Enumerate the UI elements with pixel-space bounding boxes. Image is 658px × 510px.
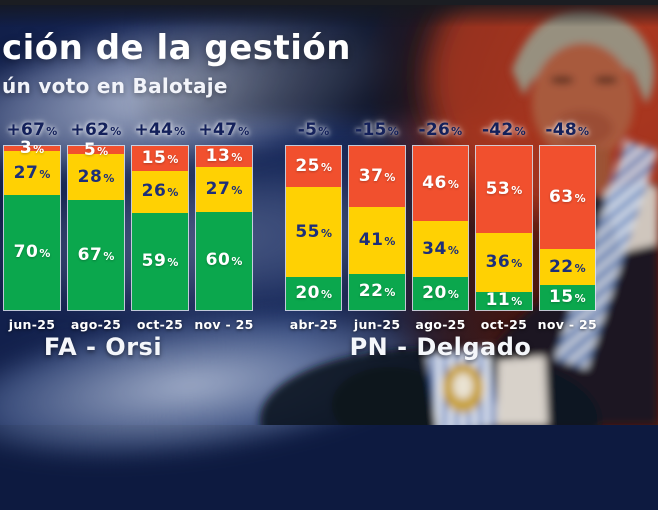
net-approval-label: -15% bbox=[355, 120, 400, 140]
segment-negative: 25% bbox=[286, 146, 342, 187]
value-label: 27% bbox=[13, 162, 51, 183]
value-label: 46% bbox=[422, 173, 459, 194]
segment-neutral: 27% bbox=[4, 150, 60, 196]
segment-positive: 60% bbox=[196, 211, 252, 310]
date-label: nov - 25 bbox=[194, 317, 254, 332]
value-label: 34% bbox=[422, 238, 459, 259]
net-approval-label: +47% bbox=[198, 120, 250, 140]
segment-neutral: 34% bbox=[412, 221, 469, 278]
net-approval-label: +67% bbox=[6, 120, 58, 140]
value-label: 37% bbox=[358, 165, 396, 186]
segment-positive: 20% bbox=[412, 277, 469, 310]
value-label: 67% bbox=[77, 244, 115, 265]
top-dark-band bbox=[0, 0, 658, 5]
value-label: 5% bbox=[83, 139, 109, 160]
segment-negative: 53% bbox=[476, 146, 532, 233]
segment-negative: 3% bbox=[4, 139, 60, 156]
value-label: 60% bbox=[205, 250, 243, 271]
segment-positive: 67% bbox=[68, 200, 124, 310]
top-dark-fade bbox=[0, 5, 658, 27]
page-subtitle: ún voto en Balotaje bbox=[2, 74, 228, 98]
stacked-bar: -26% 46% 34% 20% ago-25 bbox=[411, 122, 470, 332]
stacked-bar: -15% 37% 41% 22% jun-25 bbox=[348, 122, 406, 332]
date-label: jun-25 bbox=[353, 317, 401, 332]
date-label: ago-25 bbox=[70, 317, 122, 332]
segment-positive: 15% bbox=[539, 285, 596, 310]
segment-negative: 37% bbox=[349, 146, 405, 207]
stacked-bar: +67% 3% 27% 70% jun-25 bbox=[3, 122, 61, 332]
segment-neutral: 27% bbox=[196, 167, 252, 212]
value-label: 27% bbox=[205, 178, 243, 199]
value-label: 11% bbox=[485, 290, 523, 311]
group-label-pn: PN - Delgado bbox=[349, 333, 532, 361]
bar-group-pn: -5% 25% 55% 20% abr-25 -15% 37% 41% 22% jun-25 -26… bbox=[285, 122, 597, 361]
value-label: 20% bbox=[422, 283, 459, 304]
value-label: 22% bbox=[358, 281, 396, 302]
value-label: 53% bbox=[485, 178, 523, 199]
value-label: 3% bbox=[19, 137, 45, 158]
group-label-fa: FA - Orsi bbox=[43, 333, 163, 361]
value-label: 26% bbox=[141, 181, 179, 202]
segment-negative: 63% bbox=[539, 146, 596, 250]
net-approval-label: +62% bbox=[70, 120, 122, 140]
value-label: 55% bbox=[295, 221, 333, 242]
page-title: ción de la gestión bbox=[2, 28, 351, 68]
stacked-bar: -42% 53% 36% 11% oct-25 bbox=[475, 122, 533, 332]
net-approval-label: -42% bbox=[481, 120, 526, 140]
segment-neutral: 41% bbox=[349, 206, 405, 274]
value-label: 41% bbox=[358, 229, 396, 250]
net-approval-label: -26% bbox=[418, 120, 463, 140]
value-label: 63% bbox=[548, 187, 586, 208]
segment-negative: 13% bbox=[196, 146, 252, 168]
segment-positive: 11% bbox=[476, 290, 532, 311]
date-label: oct-25 bbox=[480, 317, 528, 332]
segment-negative: 46% bbox=[412, 146, 469, 222]
segment-positive: 22% bbox=[349, 273, 405, 310]
value-label: 13% bbox=[205, 146, 243, 167]
stacked-bar: +62% 5% 28% 67% ago-25 bbox=[67, 122, 125, 332]
segment-neutral: 22% bbox=[539, 249, 596, 286]
value-label: 59% bbox=[141, 251, 179, 272]
stacked-bar: +47% 13% 27% 60% nov - 25 bbox=[194, 122, 253, 333]
date-label: ago-25 bbox=[415, 317, 466, 332]
value-label: 15% bbox=[548, 287, 586, 308]
date-label: oct-25 bbox=[136, 317, 184, 332]
value-label: 36% bbox=[485, 251, 523, 272]
segment-positive: 20% bbox=[286, 277, 342, 310]
segment-neutral: 28% bbox=[68, 154, 124, 201]
date-label: jun-25 bbox=[8, 317, 56, 332]
segment-neutral: 55% bbox=[286, 187, 342, 278]
bars-row: -5% 25% 55% 20% abr-25 -15% 37% 41% 22% jun-25 -26… bbox=[285, 122, 597, 333]
value-label: 15% bbox=[141, 147, 179, 168]
segment-neutral: 26% bbox=[132, 170, 188, 214]
net-approval-label: +44% bbox=[134, 120, 186, 140]
stacked-bar: +44% 15% 26% 59% oct-25 bbox=[131, 122, 189, 332]
stacked-bar: -48% 63% 22% 15% nov - 25 bbox=[538, 122, 597, 333]
bars-row: +67% 3% 27% 70% jun-25 +62% 5% 28% 67% ago-25 +44%… bbox=[3, 122, 253, 333]
date-label: nov - 25 bbox=[537, 317, 597, 332]
segment-negative: 5% bbox=[68, 141, 124, 158]
value-label: 25% bbox=[295, 156, 333, 176]
segment-neutral: 36% bbox=[476, 232, 532, 292]
value-label: 70% bbox=[13, 242, 51, 263]
net-approval-label: -48% bbox=[545, 120, 590, 140]
value-label: 22% bbox=[548, 256, 586, 277]
segment-positive: 59% bbox=[132, 213, 188, 310]
net-approval-label: -5% bbox=[297, 120, 330, 140]
value-label: 28% bbox=[77, 166, 115, 187]
value-label: 20% bbox=[295, 283, 333, 304]
segment-positive: 70% bbox=[4, 195, 60, 310]
stacked-bar: -5% 25% 55% 20% abr-25 bbox=[285, 122, 343, 332]
segment-negative: 15% bbox=[132, 146, 188, 171]
bar-group-fa: +67% 3% 27% 70% jun-25 +62% 5% 28% 67% ago-25 +44%… bbox=[3, 122, 253, 361]
date-label: abr-25 bbox=[289, 317, 338, 332]
